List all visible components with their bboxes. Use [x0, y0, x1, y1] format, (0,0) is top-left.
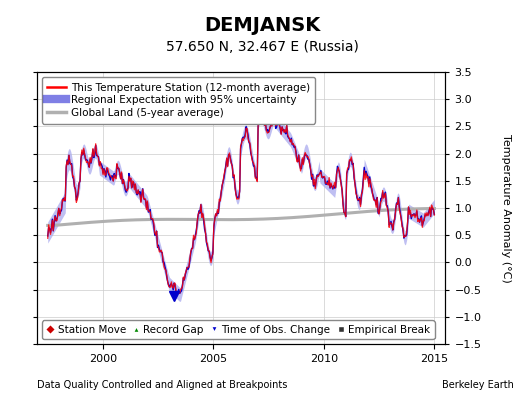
Legend: Station Move, Record Gap, Time of Obs. Change, Empirical Break: Station Move, Record Gap, Time of Obs. C…	[42, 320, 434, 339]
Text: Berkeley Earth: Berkeley Earth	[442, 380, 514, 390]
Text: DEMJANSK: DEMJANSK	[204, 16, 320, 35]
Text: Data Quality Controlled and Aligned at Breakpoints: Data Quality Controlled and Aligned at B…	[37, 380, 287, 390]
Text: 57.650 N, 32.467 E (Russia): 57.650 N, 32.467 E (Russia)	[166, 40, 358, 54]
Y-axis label: Temperature Anomaly (°C): Temperature Anomaly (°C)	[501, 134, 511, 282]
